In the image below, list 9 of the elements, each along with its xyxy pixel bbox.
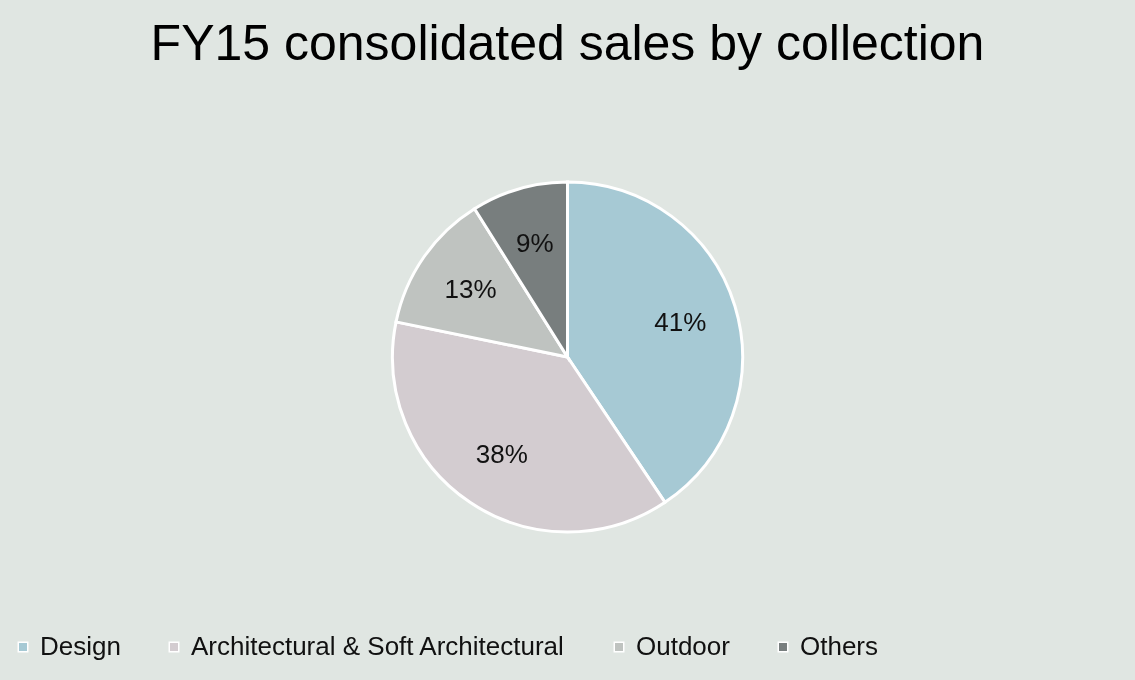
data-label: 41% — [654, 306, 707, 337]
chart-title: FY15 consolidated sales by collection — [150, 15, 985, 71]
data-label: 38% — [475, 438, 528, 469]
legend-label: Outdoor — [636, 631, 731, 661]
data-label: 13% — [444, 273, 497, 304]
data-label: 9% — [516, 227, 554, 258]
legend-label: Architectural & Soft Architectural — [191, 631, 564, 661]
legend-label: Design — [40, 631, 121, 661]
legend-label: Others — [800, 631, 879, 661]
